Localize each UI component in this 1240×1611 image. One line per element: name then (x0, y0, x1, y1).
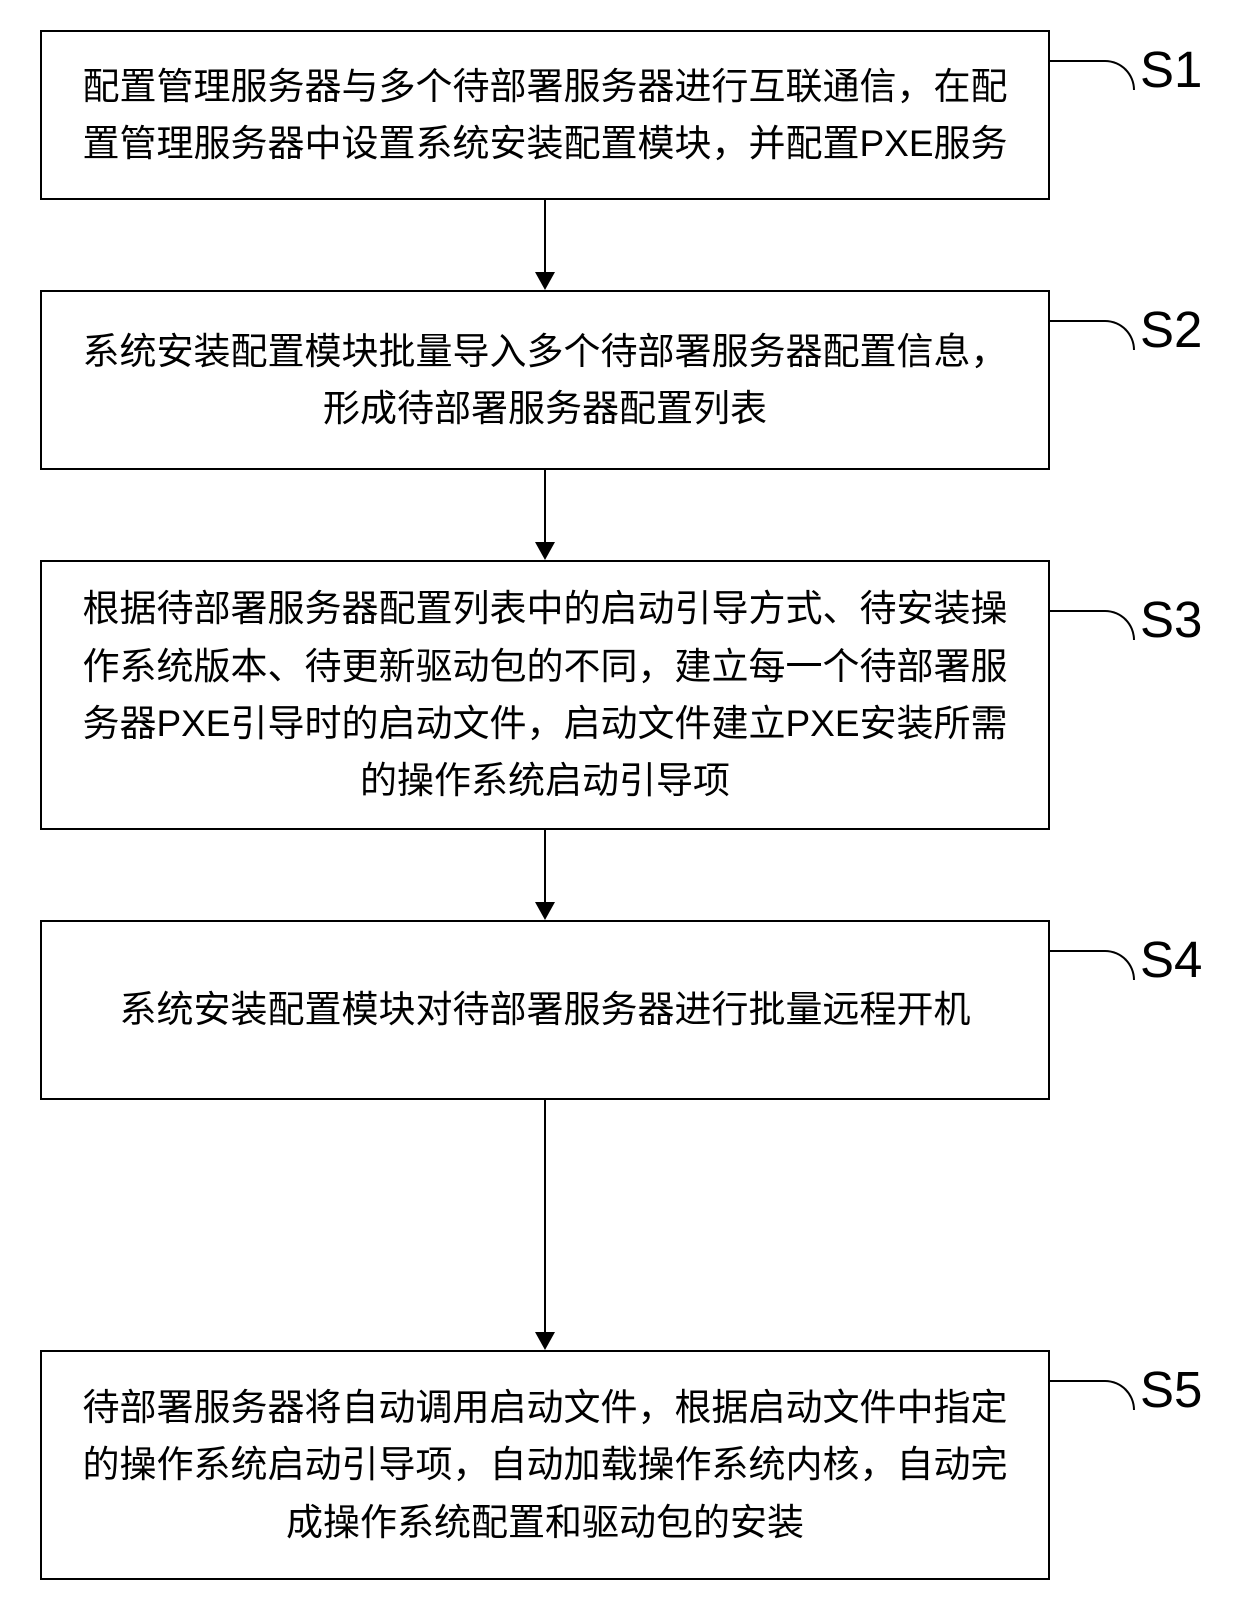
connector-s3 (1050, 610, 1135, 640)
arrow-s4-s5 (544, 1100, 546, 1332)
arrow-s1-s2 (544, 200, 546, 272)
flow-step-s2: 系统安装配置模块批量导入多个待部署服务器配置信息，形成待部署服务器配置列表 (40, 290, 1050, 470)
flow-step-s2-text: 系统安装配置模块批量导入多个待部署服务器配置信息，形成待部署服务器配置列表 (72, 323, 1018, 438)
flow-step-s5-text: 待部署服务器将自动调用启动文件，根据启动文件中指定的操作系统启动引导项，自动加载… (72, 1379, 1018, 1551)
connector-s4 (1050, 950, 1135, 980)
arrow-head-s2-s3 (535, 542, 555, 560)
step-label-s1: S1 (1140, 40, 1202, 99)
arrow-head-s3-s4 (535, 902, 555, 920)
arrow-s3-s4 (544, 830, 546, 902)
arrow-s2-s3 (544, 470, 546, 542)
step-label-s2: S2 (1140, 300, 1202, 359)
flow-step-s4-text: 系统安装配置模块对待部署服务器进行批量远程开机 (120, 981, 971, 1038)
flow-step-s1: 配置管理服务器与多个待部署服务器进行互联通信，在配置管理服务器中设置系统安装配置… (40, 30, 1050, 200)
connector-s5 (1050, 1380, 1135, 1410)
arrow-head-s4-s5 (535, 1332, 555, 1350)
step-label-s3: S3 (1140, 590, 1202, 649)
flow-step-s4: 系统安装配置模块对待部署服务器进行批量远程开机 (40, 920, 1050, 1100)
step-label-s4: S4 (1140, 930, 1202, 989)
flow-step-s1-text: 配置管理服务器与多个待部署服务器进行互联通信，在配置管理服务器中设置系统安装配置… (72, 58, 1018, 173)
flow-step-s3: 根据待部署服务器配置列表中的启动引导方式、待安装操作系统版本、待更新驱动包的不同… (40, 560, 1050, 830)
connector-s2 (1050, 320, 1135, 350)
connector-s1 (1050, 60, 1135, 90)
flow-step-s5: 待部署服务器将自动调用启动文件，根据启动文件中指定的操作系统启动引导项，自动加载… (40, 1350, 1050, 1580)
arrow-head-s1-s2 (535, 272, 555, 290)
step-label-s5: S5 (1140, 1360, 1202, 1419)
flow-step-s3-text: 根据待部署服务器配置列表中的启动引导方式、待安装操作系统版本、待更新驱动包的不同… (72, 580, 1018, 809)
